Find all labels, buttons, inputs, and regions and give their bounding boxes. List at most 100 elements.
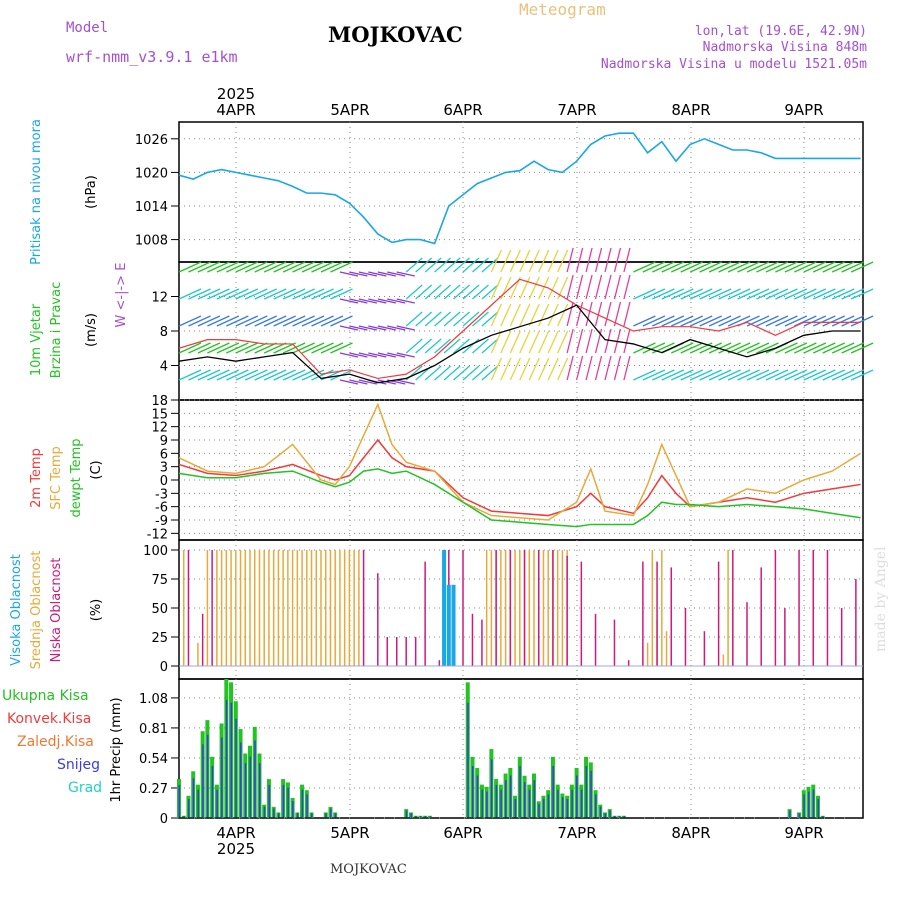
snow-bar [528, 789, 531, 818]
wind-barb [652, 288, 675, 300]
wind-barb [490, 330, 502, 354]
wind-barb [254, 342, 278, 354]
wind-barb [178, 288, 202, 300]
y-tick-label: 1026 [135, 133, 168, 148]
wind-barb [434, 365, 452, 381]
y-tick-label: 18 [151, 394, 168, 409]
wind-barbs [178, 247, 874, 385]
snow-bar [803, 794, 805, 818]
wind-barb [699, 288, 722, 300]
wind-barb [424, 365, 442, 381]
wind-barb [292, 288, 315, 300]
wind-barb [235, 288, 259, 300]
wind-barb [822, 288, 846, 300]
wind-barb [803, 342, 827, 354]
wind-barb [216, 369, 240, 381]
y-tick-label: 8 [160, 325, 168, 340]
wind-barb [273, 342, 296, 354]
wind-barb [604, 355, 612, 381]
snow-bar [197, 789, 199, 818]
snow-bar [533, 780, 535, 818]
wind-barb [197, 315, 221, 327]
wind-barb [803, 261, 827, 273]
panel-frame [178, 121, 864, 263]
snow-bar [599, 806, 602, 818]
wind-barb [377, 325, 396, 331]
snow-bar [187, 799, 190, 818]
wind-barb [330, 342, 353, 354]
wind-barb [339, 271, 359, 277]
wind-barb [396, 325, 415, 331]
wind-barb [443, 257, 461, 273]
wind-barb [509, 330, 521, 354]
wind-barb [670, 342, 694, 354]
day-label-bottom: 6APR [443, 824, 482, 842]
wind-barb [557, 276, 569, 300]
wind-barb [519, 330, 531, 354]
snow-bar [292, 800, 294, 818]
wind-barb [244, 315, 268, 327]
snow-bar [306, 794, 308, 818]
wind-barb [689, 261, 713, 273]
model-name: wrf-nmm_v3.9.1 e1km [66, 48, 238, 66]
wind-barb [528, 249, 540, 273]
wind-barb [349, 325, 368, 331]
wind-barb [443, 311, 461, 327]
wind-barb [396, 298, 415, 304]
wind-barb [453, 338, 470, 354]
wind-barb [661, 369, 685, 381]
snow-bar [590, 770, 592, 818]
snow-bar [595, 794, 597, 818]
wind-barb [850, 369, 874, 381]
wind-barb [756, 288, 779, 300]
wind-barb [509, 357, 521, 381]
wind-barb [235, 342, 259, 354]
wind-barb [689, 315, 713, 327]
snow-bar [812, 789, 815, 818]
wind-barb [575, 247, 584, 273]
snow-bar [576, 775, 578, 818]
y-tick-label: 0 [160, 474, 168, 489]
wind-barb [746, 369, 770, 381]
snow-bar [604, 813, 606, 818]
wind-barb [443, 284, 461, 300]
temp-ylabel-1: 2m Temp [29, 448, 44, 508]
wind-barb [292, 315, 315, 327]
wind-barb [585, 328, 593, 354]
snow-bar [609, 810, 611, 818]
wind-barb [594, 355, 603, 381]
wind-barb [794, 369, 817, 381]
temp-ylabel-2: SFC Temp [49, 446, 64, 510]
wind-barb [226, 288, 249, 300]
wind-barb [718, 369, 741, 381]
wind-barb [339, 298, 359, 304]
wind-barb [178, 369, 202, 381]
wind-barb [680, 369, 704, 381]
snow-bar [500, 789, 502, 818]
wind-barb [547, 303, 559, 327]
wind-barb [453, 365, 470, 381]
wind-barb [538, 276, 550, 300]
day-label-bottom: 9APR [784, 824, 823, 842]
wind-barb [756, 315, 779, 327]
wind-barb [850, 315, 874, 327]
wind-barb [387, 325, 406, 331]
snow-bar [216, 789, 218, 818]
wind-barb [235, 369, 259, 381]
wind-barb [803, 315, 827, 327]
wind-barb [689, 369, 713, 381]
wind-barb [708, 342, 732, 354]
wind-barb [424, 284, 442, 300]
y-tick-label: 0 [160, 812, 168, 827]
wind-barb [443, 365, 461, 381]
wind-barb [604, 301, 612, 327]
wind-barb [500, 357, 512, 381]
wind-barb [453, 284, 470, 300]
wind-barb [794, 261, 817, 273]
y-tick-label: 25 [151, 631, 168, 646]
wind-barb [349, 298, 368, 304]
snow-bar [481, 789, 483, 818]
lonlat-label: lon,lat (19.6E, 42.9N) [694, 24, 867, 39]
wind-barb [708, 315, 732, 327]
wind-barb [604, 274, 612, 300]
